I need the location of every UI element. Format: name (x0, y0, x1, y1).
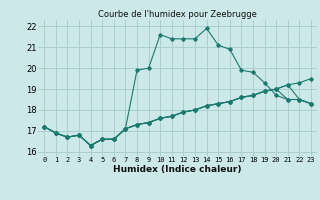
X-axis label: Humidex (Indice chaleur): Humidex (Indice chaleur) (113, 165, 242, 174)
Title: Courbe de l'humidex pour Zeebrugge: Courbe de l'humidex pour Zeebrugge (98, 10, 257, 19)
